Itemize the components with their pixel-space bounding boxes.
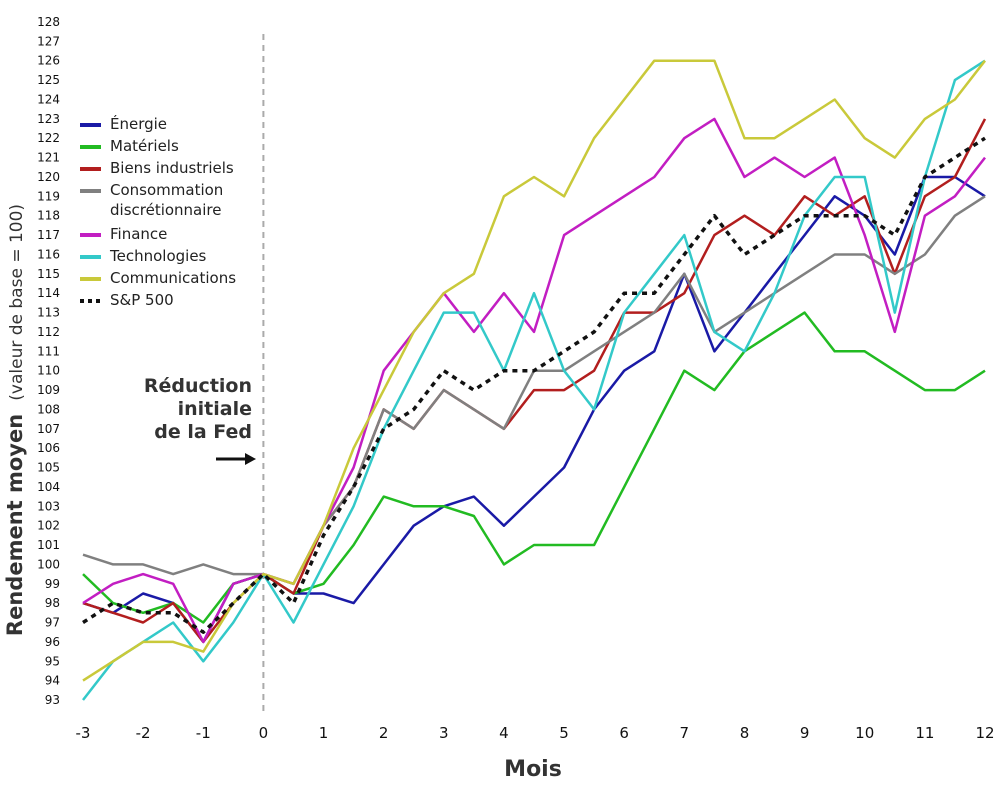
y-tick-label: 125: [37, 73, 60, 87]
annotation-line: Réduction: [144, 375, 252, 397]
legend-label: S&P 500: [110, 291, 174, 309]
y-tick-label: 116: [37, 247, 60, 261]
series-layer: [82, 59, 987, 701]
legend-label: Énergie: [110, 114, 167, 133]
x-tick-label: -3: [76, 724, 91, 742]
x-tick-label: 11: [915, 724, 934, 742]
y-tick-label: 107: [37, 422, 60, 436]
x-tick-label: 2: [379, 724, 389, 742]
y-tick-label: 126: [37, 54, 60, 68]
y-axis-title: Rendement moyen (valeur de base = 100): [3, 204, 27, 636]
series-line-4: [82, 117, 986, 644]
y-axis-label: Rendement moyen: [3, 414, 27, 636]
series-line-5: [82, 59, 986, 701]
y-tick-label: 102: [37, 519, 60, 533]
y-tick-label: 106: [37, 441, 60, 455]
y-tick-label: 117: [37, 228, 60, 242]
x-tick-label: 9: [800, 724, 810, 742]
x-tick-labels: -3 -2 -1 0 1 2 3 4 5 6 7 8 9 10 11 12: [76, 724, 995, 742]
y-tick-label: 115: [37, 267, 60, 281]
x-axis-label: Mois: [504, 757, 562, 782]
y-tick-label: 123: [37, 112, 60, 126]
x-tick-label: 0: [259, 724, 269, 742]
y-tick-label: 109: [37, 383, 60, 397]
series-line-7: [82, 136, 986, 634]
x-tick-label: 1: [319, 724, 329, 742]
x-tick-label: 10: [855, 724, 874, 742]
x-tick-label: 3: [439, 724, 449, 742]
y-tick-label: 103: [37, 499, 60, 513]
legend-label: Consommation discrétionnaire: [110, 181, 223, 219]
x-tick-label: 12: [975, 724, 994, 742]
y-tick-label: 95: [45, 654, 60, 668]
series-line-1: [82, 311, 986, 624]
legend-label: Matériels: [110, 137, 179, 155]
y-tick-label: 111: [37, 344, 60, 358]
y-tick-label: 101: [37, 538, 60, 552]
y-tick-label: 122: [37, 131, 60, 145]
legend-label: Biens industriels: [110, 159, 234, 177]
y-tick-label: 94: [45, 674, 60, 688]
series-line-6: [82, 59, 986, 682]
y-tick-label: 96: [45, 635, 60, 649]
legend-label: Finance: [110, 225, 167, 243]
x-tick-label: 5: [559, 724, 569, 742]
annotation-line: initiale: [178, 398, 252, 420]
y-tick-label: 124: [37, 92, 60, 106]
x-tick-label: 4: [499, 724, 509, 742]
y-axis-label-suffix: (valeur de base = 100): [7, 204, 27, 401]
x-tick-label: 7: [680, 724, 690, 742]
x-tick-label: 8: [740, 724, 750, 742]
annotation-arrow-head: [245, 453, 256, 465]
x-tick-label: 6: [619, 724, 629, 742]
y-tick-label: 119: [37, 189, 60, 203]
y-tick-label: 128: [37, 15, 60, 29]
y-tick-label: 120: [37, 170, 60, 184]
y-tick-label: 105: [37, 461, 60, 475]
y-tick-labels: 93 94 95 96 97 98 99 100 101 102 103 104 105 106 107 10…: [37, 15, 60, 707]
legend-label: Technologies: [109, 247, 207, 265]
y-tick-label: 100: [37, 557, 60, 571]
y-tick-label: 97: [45, 616, 60, 630]
y-tick-label: 127: [37, 34, 60, 48]
x-tick-label: -2: [136, 724, 151, 742]
y-tick-label: 104: [37, 480, 60, 494]
y-tick-label: 99: [45, 577, 60, 591]
y-tick-label: 114: [37, 286, 60, 300]
y-tick-label: 110: [37, 364, 60, 378]
y-tick-label: 108: [37, 402, 60, 416]
x-tick-label: -1: [196, 724, 211, 742]
y-tick-label: 98: [45, 596, 60, 610]
y-tick-label: 121: [37, 151, 60, 165]
legend-label: Communications: [110, 269, 236, 287]
y-tick-label: 118: [37, 209, 60, 223]
annotation-line: de la Fed: [154, 421, 252, 443]
legend: Énergie Matériels Biens industriels Consomm…: [80, 114, 236, 309]
svg-text:Rendement moyen (valeur: Rendement moyen (valeur de base = 100): [3, 204, 27, 636]
y-tick-label: 93: [45, 693, 60, 707]
y-tick-label: 112: [37, 325, 60, 339]
y-tick-label: 113: [37, 306, 60, 320]
